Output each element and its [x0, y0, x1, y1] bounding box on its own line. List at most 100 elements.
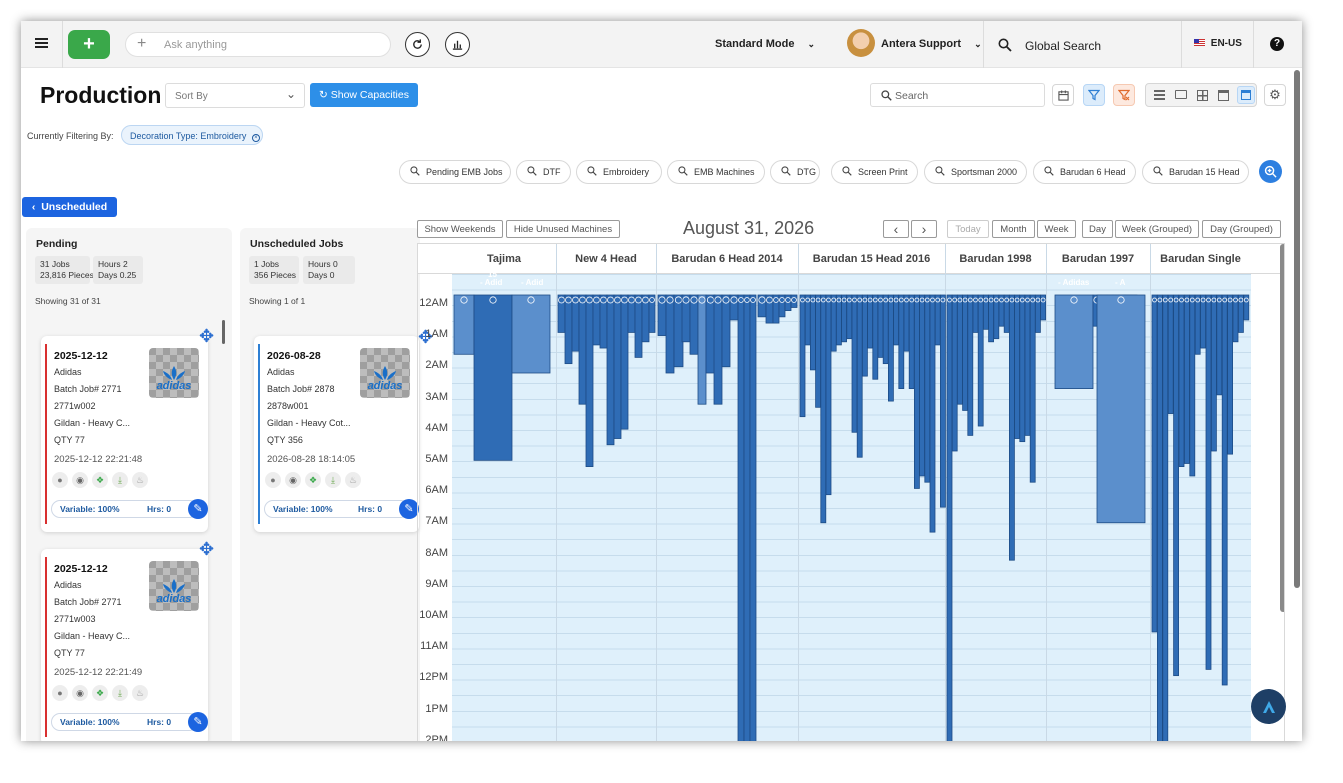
event-bar-94[interactable] — [1162, 294, 1169, 741]
event-bar-83[interactable] — [1054, 294, 1094, 389]
unscheduled-button[interactable]: ‹ Unscheduled — [22, 197, 117, 217]
event-bar-107[interactable] — [1232, 294, 1239, 343]
monitor-view-icon[interactable] — [1175, 90, 1187, 99]
event-bar-0[interactable] — [453, 294, 475, 355]
event-bar-31[interactable] — [765, 294, 774, 324]
quick-filter-8[interactable]: Barudan 15 Head — [1142, 160, 1249, 184]
event-bar-66[interactable] — [957, 294, 963, 405]
event-bar-109[interactable] — [1243, 294, 1250, 321]
scrollbar[interactable] — [222, 320, 225, 344]
event-bar-70[interactable] — [977, 294, 984, 427]
move-handle-icon[interactable]: ✥ — [199, 326, 215, 346]
event-bar-54[interactable] — [893, 294, 900, 346]
event-bar-16[interactable] — [648, 294, 656, 333]
prev-button[interactable]: ‹ — [883, 220, 909, 238]
event-bar-7[interactable] — [585, 294, 594, 468]
event-bar-98[interactable] — [1184, 294, 1190, 464]
event-bar-77[interactable] — [1014, 294, 1020, 439]
quick-filter-7[interactable]: Barudan 6 Head — [1033, 160, 1136, 184]
view-4[interactable]: Week (Grouped) — [1115, 220, 1199, 238]
event-bar-29[interactable] — [749, 294, 757, 741]
event-bar-93[interactable] — [1157, 294, 1163, 741]
download-icon[interactable]: ⤓ — [112, 685, 128, 701]
event-bar-1[interactable] — [473, 294, 513, 461]
job-card[interactable]: 2025-12-12 Adidas Batch Job# 2771 2771w003 G… — [41, 549, 208, 741]
quick-filter-5[interactable]: Screen Print — [831, 160, 918, 184]
avatar-icon[interactable]: ● — [52, 685, 68, 701]
eye-icon[interactable]: ◉ — [285, 472, 301, 488]
event-bar-13[interactable] — [627, 294, 636, 333]
page-scrollbar[interactable] — [1294, 70, 1300, 588]
bell-icon[interactable]: ♨ — [132, 472, 148, 488]
event-bar-100[interactable] — [1194, 294, 1201, 355]
event-bar-59[interactable] — [919, 294, 926, 477]
event-bar-8[interactable] — [592, 294, 601, 346]
event-bar-96[interactable] — [1173, 294, 1179, 677]
event-bar-92[interactable] — [1151, 294, 1158, 633]
event-bar-51[interactable] — [877, 294, 884, 358]
event-bar-46[interactable] — [851, 294, 858, 433]
list-view-icon[interactable] — [1154, 90, 1165, 100]
grid-view-icon[interactable] — [1197, 90, 1208, 101]
event-bar-80[interactable] — [1029, 294, 1036, 483]
tag-icon[interactable]: ❖ — [92, 472, 108, 488]
event-bar-36[interactable] — [799, 294, 806, 418]
event-bar-12[interactable] — [620, 294, 629, 430]
event-bar-42[interactable] — [830, 294, 837, 352]
view-0[interactable]: Today — [947, 220, 989, 238]
filter-chip[interactable]: Decoration Type: Embroidery × — [121, 125, 263, 145]
calendar-view-icon[interactable] — [1218, 90, 1229, 101]
event-bar-11[interactable] — [613, 294, 622, 439]
filter-button[interactable] — [1083, 84, 1105, 106]
quick-filter-2[interactable]: Embroidery — [576, 160, 662, 184]
settings-button[interactable]: ⚙ — [1264, 84, 1286, 106]
event-bar-60[interactable] — [924, 294, 931, 483]
edit-button[interactable]: ✎ — [399, 499, 419, 519]
event-bar-58[interactable] — [913, 294, 920, 489]
hide-unused-machines-button[interactable]: Hide Unused Machines — [506, 220, 620, 238]
event-bar-76[interactable] — [1009, 294, 1015, 561]
event-bar-47[interactable] — [856, 294, 863, 458]
add-button[interactable]: + — [68, 30, 110, 59]
quick-filter-6[interactable]: Sportsman 2000 — [924, 160, 1027, 184]
event-bar-61[interactable] — [929, 294, 936, 533]
view-1[interactable]: Month — [992, 220, 1035, 238]
event-bar-49[interactable] — [867, 294, 874, 349]
show-capacities-button[interactable]: ↻ Show Capacities — [310, 83, 418, 107]
event-bar-53[interactable] — [887, 294, 894, 402]
variable-bar[interactable]: Variable: 100% Hrs: 0 ✎ — [51, 712, 208, 732]
help-icon[interactable]: ? — [1270, 37, 1284, 51]
event-bar-43[interactable] — [835, 294, 842, 346]
event-bar-65[interactable] — [951, 294, 958, 452]
avatar-icon[interactable]: ● — [52, 472, 68, 488]
quick-filter-1[interactable]: DTF — [516, 160, 571, 184]
event-bar-56[interactable] — [903, 294, 910, 352]
event-bar-82[interactable] — [1040, 294, 1046, 321]
event-bar-99[interactable] — [1189, 294, 1196, 477]
assistant-button[interactable] — [1251, 689, 1286, 724]
event-bar-48[interactable] — [861, 294, 868, 377]
event-bar-25[interactable] — [721, 294, 731, 368]
quick-filter-0[interactable]: Pending EMB Jobs — [399, 160, 511, 184]
event-bar-102[interactable] — [1205, 294, 1212, 670]
event-bar-64[interactable] — [946, 294, 953, 741]
event-bar-57[interactable] — [908, 294, 915, 389]
eye-icon[interactable]: ◉ — [72, 685, 88, 701]
event-bar-91[interactable] — [1096, 294, 1146, 524]
event-bar-21[interactable] — [689, 294, 699, 355]
event-bar-40[interactable] — [820, 294, 827, 524]
bell-icon[interactable]: ♨ — [345, 472, 361, 488]
edit-button[interactable]: ✎ — [188, 712, 208, 732]
event-bar-4[interactable] — [564, 294, 573, 365]
event-bar-35[interactable] — [790, 294, 798, 308]
move-handle-icon[interactable]: ✥ — [199, 539, 215, 559]
event-bar-67[interactable] — [962, 294, 968, 411]
event-bar-97[interactable] — [1178, 294, 1185, 468]
view-5[interactable]: Day (Grouped) — [1202, 220, 1281, 238]
event-bar-52[interactable] — [882, 294, 889, 365]
view-2[interactable]: Week — [1037, 220, 1076, 238]
variable-bar[interactable]: Variable: 100% Hrs: 0 ✎ — [264, 499, 419, 519]
edit-button[interactable]: ✎ — [188, 499, 208, 519]
download-icon[interactable]: ⤓ — [325, 472, 341, 488]
search-input[interactable]: Search — [870, 83, 1045, 107]
